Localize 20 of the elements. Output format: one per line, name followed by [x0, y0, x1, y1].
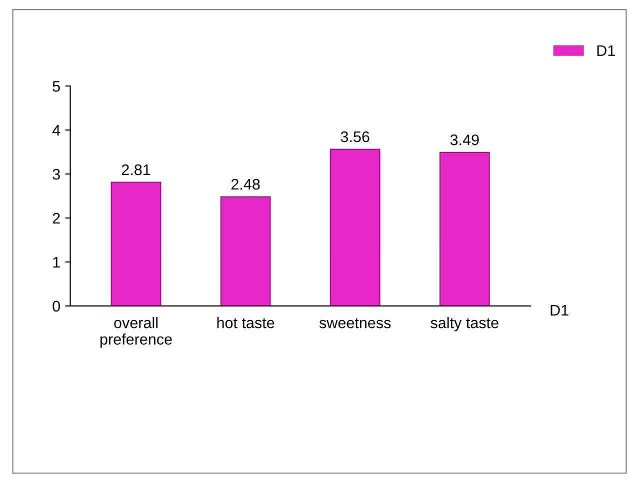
- bar: [330, 148, 380, 306]
- x-tick-label: hot taste: [217, 317, 274, 328]
- data-label: 2.48: [231, 178, 260, 190]
- bar: [110, 182, 162, 306]
- data-label: 3.56: [340, 131, 370, 142]
- data-label: 2.81: [122, 164, 150, 176]
- x-tick-label: sweetness: [319, 318, 391, 328]
- y-tick-label: 2: [52, 212, 60, 224]
- y-tick-label: 1: [53, 256, 60, 268]
- legend-label: D1: [597, 45, 615, 56]
- x-tick-label: overall preference: [100, 317, 172, 348]
- bar: [220, 196, 271, 306]
- y-tick-label: 5: [52, 81, 60, 92]
- x-tick-label: salty taste: [430, 317, 498, 332]
- y-tick-label: 3: [52, 168, 60, 180]
- y-tick-label: 0: [52, 300, 60, 312]
- bar: [439, 152, 490, 306]
- y-tick-label: 4: [52, 125, 60, 136]
- data-label: 3.49: [450, 134, 479, 146]
- text: D1: [550, 304, 568, 316]
